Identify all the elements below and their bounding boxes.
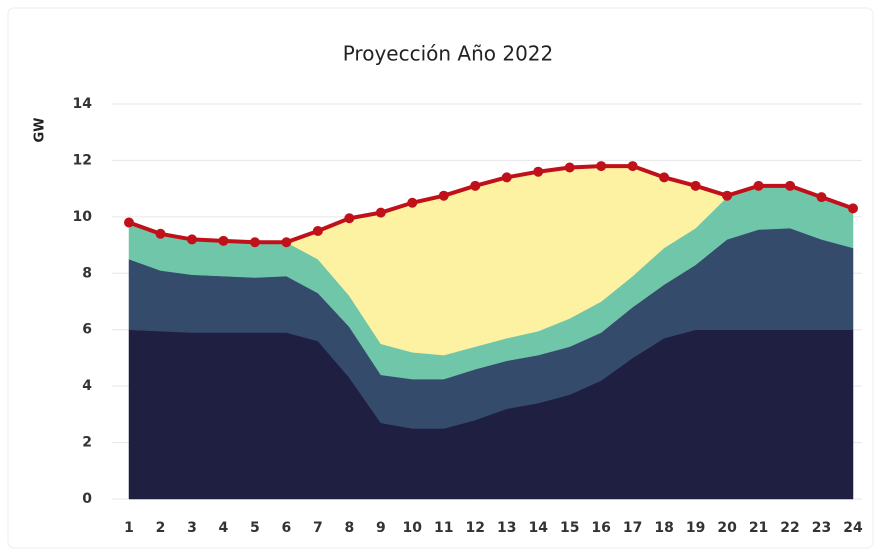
point: [627, 161, 638, 172]
point: [533, 166, 544, 177]
x-tick-label: 11: [434, 520, 453, 536]
point: [438, 190, 449, 201]
x-tick-label: 17: [623, 520, 642, 536]
x-tick-label: 13: [497, 520, 516, 536]
line: [128, 164, 854, 245]
point: [249, 237, 260, 248]
point: [564, 162, 575, 173]
x-tick-label: 6: [282, 520, 292, 536]
point: [816, 192, 827, 203]
x-tick-label: 9: [376, 520, 386, 536]
point: [344, 213, 355, 224]
x-tick-label: 18: [654, 520, 673, 536]
x-tick-label: 10: [403, 520, 423, 536]
point: [218, 235, 229, 246]
point: [501, 172, 512, 183]
y-tick-label: 12: [73, 152, 92, 168]
point: [155, 228, 166, 239]
point: [281, 237, 292, 248]
y-axis-label: GW: [33, 117, 48, 142]
x-tick-label: 14: [528, 520, 548, 536]
x-tick-label: 8: [344, 520, 354, 536]
point: [470, 180, 481, 191]
point: [407, 197, 418, 208]
point: [690, 180, 701, 191]
point: [312, 225, 323, 236]
x-tick-label: 15: [560, 520, 579, 536]
point: [375, 207, 386, 218]
x-tick-label: 19: [686, 520, 705, 536]
x-tick-label: 22: [780, 520, 799, 536]
x-tick-label: 2: [156, 520, 166, 536]
x-tick-label: 3: [187, 520, 197, 536]
x-tick-label: 24: [843, 520, 863, 536]
y-tick-label: 2: [82, 435, 92, 451]
x-tick-label: 16: [591, 520, 610, 536]
y-tick-label: 10: [73, 209, 93, 225]
point: [596, 161, 607, 172]
point: [186, 234, 197, 245]
x-tick-label: 1: [124, 520, 134, 536]
x-tick-label: 7: [313, 520, 323, 536]
x-tick-label: 21: [749, 520, 768, 536]
point: [659, 172, 670, 183]
point: [785, 180, 796, 191]
point: [722, 190, 733, 201]
y-tick-label: 0: [82, 491, 92, 507]
point: [753, 180, 764, 191]
x-tick-label: 20: [717, 520, 737, 536]
chart-title: Proyección Año 2022: [343, 42, 554, 66]
x-tick-label: 4: [219, 520, 229, 536]
x-tick-label: 23: [812, 520, 831, 536]
point: [124, 217, 134, 228]
x-tick-label: 12: [466, 520, 485, 536]
y-tick-label: 6: [82, 322, 92, 338]
y-tick-label: 8: [82, 265, 92, 281]
point: [848, 203, 858, 214]
x-tick-label: 5: [250, 520, 260, 536]
y-tick-label: 4: [82, 378, 92, 394]
y-tick-label: 14: [73, 96, 93, 112]
